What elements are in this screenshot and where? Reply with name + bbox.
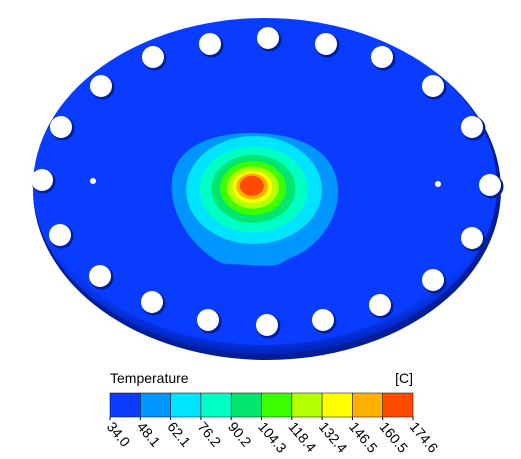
colorbar-band: [231, 393, 261, 417]
colorbar-tick-label: 62.1: [164, 419, 194, 450]
colorbar-tick-label: 132.4: [316, 419, 351, 456]
colorbar-tick-label: 104.3: [255, 419, 290, 456]
colorbar-tick-label: 34.0: [104, 419, 134, 450]
hole: [89, 265, 111, 287]
colorbar-band: [201, 393, 231, 417]
hole: [256, 314, 278, 336]
hole: [315, 33, 337, 55]
hole: [479, 174, 501, 196]
pin-hole: [90, 178, 96, 184]
colorbar-unit: [C]: [395, 370, 413, 386]
hole: [312, 309, 334, 331]
colorbar-band: [292, 393, 322, 417]
pin-hole: [435, 181, 441, 187]
hole: [461, 227, 483, 249]
hole: [199, 33, 221, 55]
hole: [371, 46, 393, 68]
colorbar-title: Temperature: [110, 370, 189, 386]
hole: [422, 75, 444, 97]
hole: [422, 269, 444, 291]
hole: [49, 224, 71, 246]
colorbar-band: [110, 393, 140, 417]
colorbar-band: [322, 393, 352, 417]
hole: [141, 291, 163, 313]
hole: [31, 169, 53, 191]
colorbar-band: [262, 393, 292, 417]
colorbar-tick-label: 76.2: [195, 419, 225, 450]
colorbar-tick-label: 146.5: [346, 419, 381, 456]
colorbar-tick-label: 48.1: [134, 419, 164, 450]
colorbar-tick-label: 90.2: [225, 419, 255, 450]
hole: [142, 46, 164, 68]
colorbar-tick-label: 160.5: [376, 419, 411, 456]
hole: [461, 116, 483, 138]
hole: [50, 116, 72, 138]
hole: [369, 294, 391, 316]
contour-band: [240, 176, 264, 196]
colorbar-tick-label: 174.6: [407, 419, 442, 456]
hole: [197, 309, 219, 331]
colorbar-tick-label: 118.4: [286, 419, 320, 455]
colorbar-band: [140, 393, 170, 417]
hole: [257, 27, 279, 49]
chart: Temperature [C] 34.048.162.176.290.2104.…: [0, 0, 521, 459]
colorbar-band: [383, 393, 413, 417]
hole: [90, 75, 112, 97]
colorbar-band: [352, 393, 382, 417]
colorbar-band: [171, 393, 201, 417]
